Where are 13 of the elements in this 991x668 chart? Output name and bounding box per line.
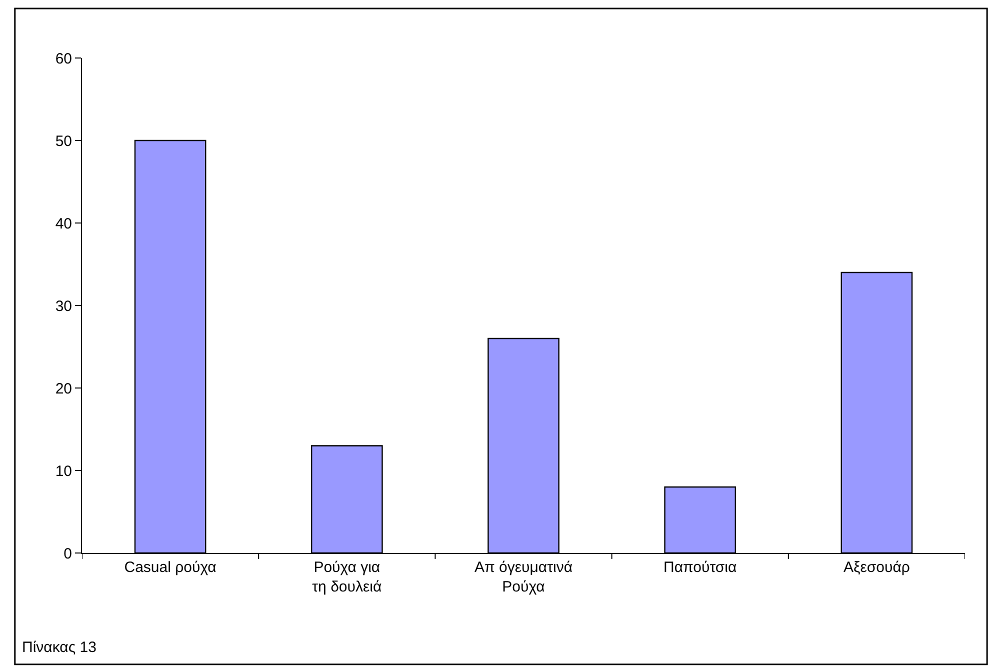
x-tick-label: Παπούτσια — [664, 559, 738, 576]
y-tick-label: 50 — [55, 132, 72, 150]
y-tick-label: 0 — [64, 545, 72, 562]
y-tick-label: 10 — [55, 462, 72, 480]
text: Πίνακας 13 — [22, 639, 96, 656]
x-tick-label: Ρούχα για τη δουλειά — [312, 559, 382, 596]
y-tick-label: 40 — [55, 215, 72, 232]
y-tick-label: 60 — [55, 50, 72, 68]
y-tick-label: 20 — [55, 380, 72, 398]
x-tick-label: Casual ρούχα — [124, 559, 217, 576]
x-tick-label: Απ όγευματινά Ρούχα — [474, 559, 573, 596]
y-tick-label: 30 — [55, 298, 72, 315]
x-tick-label: Αξεσουάρ — [843, 559, 910, 576]
